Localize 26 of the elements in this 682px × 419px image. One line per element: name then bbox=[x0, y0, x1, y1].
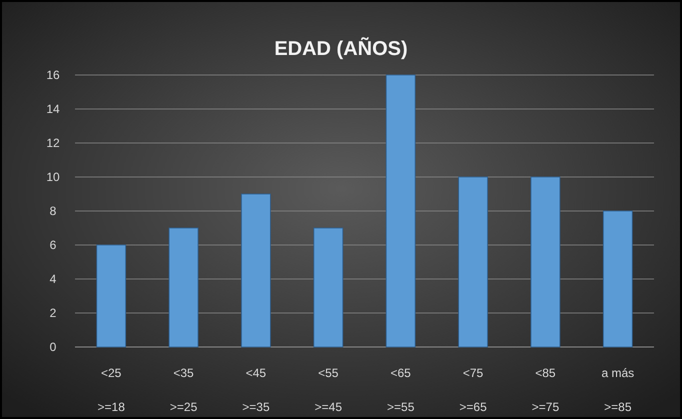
category-label: <45 >=35 bbox=[242, 366, 270, 414]
category-label: <75 >=65 bbox=[459, 366, 487, 414]
bar bbox=[530, 176, 560, 348]
y-tick-label: 4 bbox=[50, 272, 57, 286]
category-label: <35 >=25 bbox=[170, 366, 198, 414]
category-label: a más >=85 bbox=[601, 366, 634, 414]
y-tick-label: 2 bbox=[50, 306, 57, 320]
bar bbox=[241, 194, 271, 348]
bar bbox=[386, 74, 416, 348]
chart-title: EDAD (AÑOS) bbox=[274, 37, 408, 60]
category-label: <65 >=55 bbox=[387, 366, 414, 414]
category-label: <85 >=75 bbox=[532, 366, 560, 414]
bar bbox=[458, 176, 488, 348]
category-label: <25 >=18 bbox=[98, 366, 125, 414]
y-tick-label: 16 bbox=[46, 68, 60, 82]
y-tick-label: 12 bbox=[46, 136, 60, 150]
y-tick-label: 14 bbox=[46, 102, 60, 116]
bar bbox=[96, 244, 126, 348]
bar bbox=[313, 228, 344, 348]
y-tick-label: 8 bbox=[50, 204, 57, 218]
bar bbox=[168, 228, 198, 348]
bar bbox=[602, 210, 633, 348]
y-tick-label: 0 bbox=[50, 340, 57, 354]
category-label: <55 >=45 bbox=[314, 366, 342, 414]
y-tick-label: 10 bbox=[46, 170, 60, 184]
y-tick-label: 6 bbox=[50, 238, 57, 252]
